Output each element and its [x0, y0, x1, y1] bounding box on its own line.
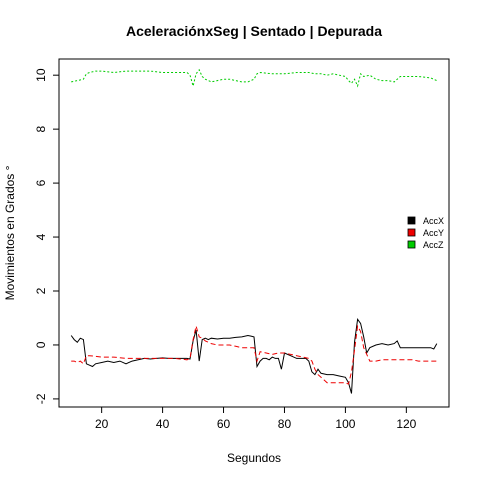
- y-tick-label: 8: [34, 125, 48, 132]
- legend-label-accz: AccZ: [423, 240, 444, 250]
- y-tick-label: 10: [34, 68, 48, 82]
- series-line-accz: [71, 68, 438, 88]
- y-tick-label: 0: [34, 341, 48, 348]
- y-tick-label: 2: [34, 287, 48, 294]
- y-axis: -2 0 2 4 6 8 10: [34, 68, 59, 404]
- x-tick-label: 80: [278, 417, 292, 431]
- plot-frame: [58, 58, 450, 408]
- x-tick-label: 60: [217, 417, 231, 431]
- chart-title: AceleraciónxSeg | Sentado | Depurada: [126, 23, 382, 39]
- series-line-accx: [70, 318, 438, 394]
- legend-swatch-accy: [407, 228, 416, 237]
- y-axis-label: Movimientos en Grados °: [3, 165, 17, 300]
- legend-label-accy: AccY: [423, 228, 444, 238]
- x-tick-label: 20: [95, 417, 109, 431]
- legend: AccX AccY AccZ: [407, 216, 444, 250]
- x-tick-label: 100: [335, 417, 355, 431]
- y-tick-label: 6: [34, 179, 48, 186]
- y-tick-label: -2: [34, 393, 48, 404]
- series-layer: [70, 68, 438, 394]
- series-line-accy: [71, 324, 437, 385]
- legend-label-accx: AccX: [423, 216, 444, 226]
- x-tick-label: 40: [156, 417, 170, 431]
- legend-swatch-accz: [407, 240, 416, 249]
- x-axis: 20 40 60 80 100 120: [95, 407, 417, 431]
- y-tick-label: 4: [34, 233, 48, 240]
- x-tick-label: 120: [396, 417, 416, 431]
- x-axis-label: Segundos: [227, 451, 281, 465]
- legend-swatch-accx: [407, 216, 416, 225]
